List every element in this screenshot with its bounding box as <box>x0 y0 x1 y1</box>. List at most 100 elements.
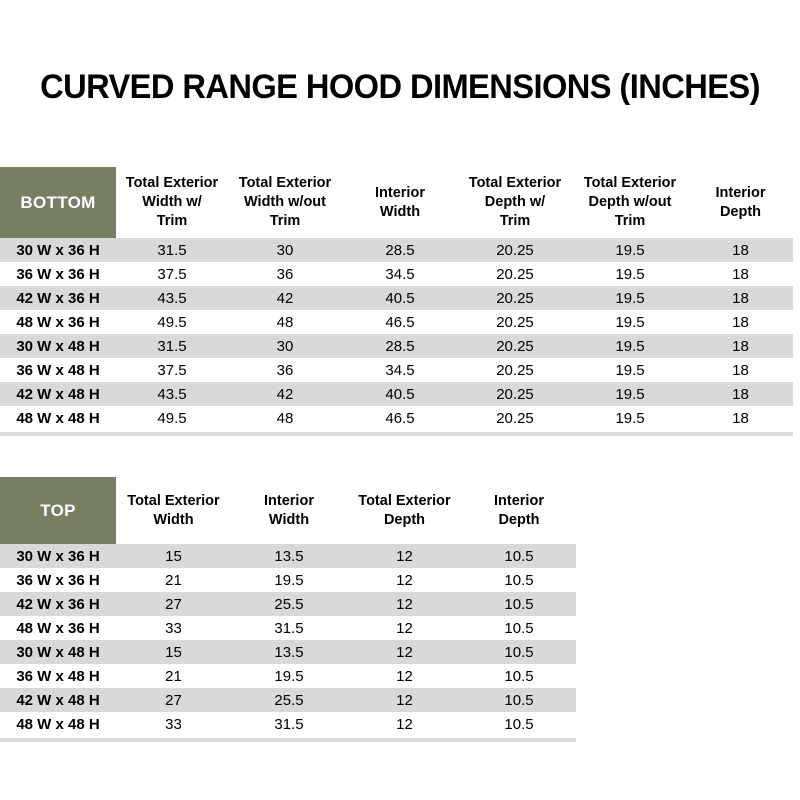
dimension-value: 12 <box>396 667 413 685</box>
dimension-value: 20.25 <box>496 409 534 427</box>
dimension-value: 37.5 <box>157 265 187 283</box>
size-row-label: 36 W x 36 H <box>16 571 100 589</box>
table-row: 48 W x 36 H 33 31.5 12 10.5 <box>0 616 576 640</box>
dimension-value: 28.5 <box>385 337 415 355</box>
column-header: Total Exterior Depth <box>347 477 462 544</box>
dimension-value: 31.5 <box>274 715 304 733</box>
top-table-header: TOP Total Exterior Width Interior Width … <box>0 477 576 544</box>
dimension-value: 37.5 <box>157 361 187 379</box>
dimension-value: 13.5 <box>274 547 304 565</box>
bottom-corner-label: BOTTOM <box>0 167 116 238</box>
dimension-value: 19.5 <box>274 571 304 589</box>
dimension-value: 19.5 <box>274 667 304 685</box>
size-row-label: 42 W x 48 H <box>16 385 100 403</box>
dimension-value: 43.5 <box>157 289 187 307</box>
size-row-label: 30 W x 36 H <box>16 241 100 259</box>
dimension-value: 10.5 <box>504 715 534 733</box>
dimension-value: 36 <box>276 361 294 379</box>
size-row-label: 48 W x 48 H <box>16 715 100 733</box>
dimension-value: 25.5 <box>274 691 304 709</box>
column-header: Interior Depth <box>462 477 576 544</box>
size-row-label: 36 W x 48 H <box>16 361 100 379</box>
size-row-label: 42 W x 48 H <box>16 691 100 709</box>
dimension-value: 19.5 <box>615 265 645 283</box>
column-header: Total Exterior Depth w/ Trim <box>458 167 572 238</box>
dimension-value: 10.5 <box>504 595 534 613</box>
size-row-label: 48 W x 48 H <box>16 409 100 427</box>
dimension-value: 20.25 <box>496 337 534 355</box>
dimension-value: 21 <box>165 667 182 685</box>
top-table-body: 30 W x 36 H 15 13.5 12 10.5 36 W x 36 H 21 19.5… <box>0 544 576 736</box>
dimension-value: 18 <box>732 313 749 331</box>
dimension-value: 18 <box>732 289 749 307</box>
dimension-value: 25.5 <box>274 595 304 613</box>
dimension-value: 33 <box>165 619 182 637</box>
dimension-value: 19.5 <box>615 241 645 259</box>
bottom-table-header: BOTTOM Total Exterior Width w/ Trim Tota… <box>0 167 793 238</box>
dimension-value: 12 <box>396 547 413 565</box>
dimension-value: 18 <box>732 385 749 403</box>
column-header: Interior Depth <box>688 167 793 238</box>
top-corner-label: TOP <box>0 477 116 544</box>
next-row-sliver <box>0 432 793 436</box>
dimension-value: 48 <box>276 409 294 427</box>
dimension-value: 18 <box>732 409 749 427</box>
dimension-value: 31.5 <box>157 337 187 355</box>
dimension-value: 10.5 <box>504 547 534 565</box>
dimension-value: 12 <box>396 715 413 733</box>
dimension-value: 18 <box>732 241 749 259</box>
size-row-label: 48 W x 36 H <box>16 619 100 637</box>
next-row-sliver <box>0 738 576 742</box>
dimension-value: 10.5 <box>504 667 534 685</box>
dimension-value: 49.5 <box>157 409 187 427</box>
column-header: Interior Width <box>231 477 347 544</box>
dimension-value: 19.5 <box>615 361 645 379</box>
size-row-label: 42 W x 36 H <box>16 595 100 613</box>
dimension-value: 18 <box>732 361 749 379</box>
dimension-value: 20.25 <box>496 265 534 283</box>
column-header: Total Exterior Width <box>116 477 231 544</box>
page-title: CURVED RANGE HOOD DIMENSIONS (INCHES) <box>40 68 760 106</box>
dimension-value: 43.5 <box>157 385 187 403</box>
dimension-value: 19.5 <box>615 385 645 403</box>
dimension-value: 21 <box>165 571 182 589</box>
dimension-value: 27 <box>165 595 182 613</box>
dimension-value: 46.5 <box>385 409 415 427</box>
dimension-value: 34.5 <box>385 361 415 379</box>
dimension-value: 13.5 <box>274 643 304 661</box>
header-row: TOP Total Exterior Width Interior Width … <box>0 477 576 544</box>
dimension-value: 15 <box>165 547 182 565</box>
bottom-table-body: 30 W x 36 H 31.5 30 28.5 20.25 19.5 18 36 W x 3… <box>0 238 793 430</box>
dimension-value: 36 <box>276 265 294 283</box>
dimension-value: 40.5 <box>385 289 415 307</box>
dimension-value: 12 <box>396 571 413 589</box>
table-row: 30 W x 48 H 15 13.5 12 10.5 <box>0 640 576 664</box>
dimension-value: 34.5 <box>385 265 415 283</box>
table-row: 36 W x 36 H 37.5 36 34.5 20.25 19.5 18 <box>0 262 793 286</box>
dimension-value: 10.5 <box>504 571 534 589</box>
dimension-value: 27 <box>165 691 182 709</box>
dimension-value: 30 <box>276 241 294 259</box>
dimension-value: 19.5 <box>615 337 645 355</box>
dimension-value: 18 <box>732 337 749 355</box>
table-row: 48 W x 48 H 33 31.5 12 10.5 <box>0 712 576 736</box>
dimension-value: 12 <box>396 595 413 613</box>
column-header: Interior Width <box>342 167 458 238</box>
dimension-value: 48 <box>276 313 294 331</box>
table-row: 36 W x 36 H 21 19.5 12 10.5 <box>0 568 576 592</box>
table-row: 48 W x 48 H 49.5 48 46.5 20.25 19.5 18 <box>0 406 793 430</box>
size-row-label: 30 W x 48 H <box>16 337 100 355</box>
dimension-value: 20.25 <box>496 361 534 379</box>
dimension-value: 15 <box>165 643 182 661</box>
dimension-value: 46.5 <box>385 313 415 331</box>
table-row: 30 W x 48 H 31.5 30 28.5 20.25 19.5 18 <box>0 334 793 358</box>
dimension-value: 10.5 <box>504 691 534 709</box>
table-row: 42 W x 48 H 43.5 42 40.5 20.25 19.5 18 <box>0 382 793 406</box>
table-row: 30 W x 36 H 31.5 30 28.5 20.25 19.5 18 <box>0 238 793 262</box>
dimension-value: 20.25 <box>496 289 534 307</box>
dimension-value: 33 <box>165 715 182 733</box>
dimension-value: 12 <box>396 691 413 709</box>
dimension-value: 12 <box>396 643 413 661</box>
table-row: 36 W x 48 H 37.5 36 34.5 20.25 19.5 18 <box>0 358 793 382</box>
